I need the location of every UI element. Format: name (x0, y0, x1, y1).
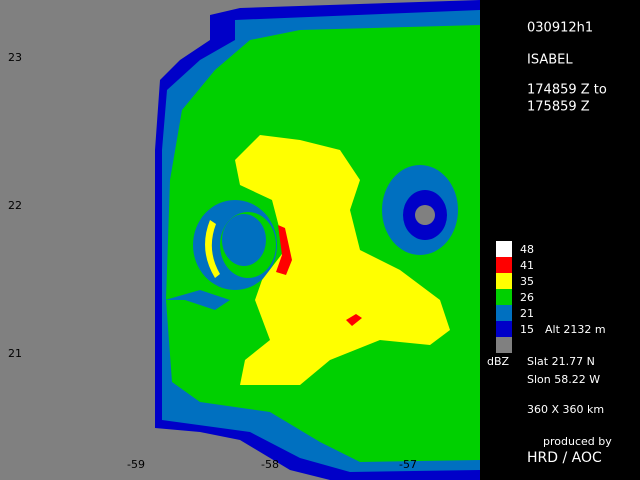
legend-label: 48 (520, 243, 534, 256)
time-from: 174859 Z to (527, 83, 607, 98)
unit: dBZ (487, 355, 510, 368)
lat-label: 22 (8, 199, 22, 212)
legend-swatch-missing (496, 337, 512, 353)
slon: Slon 58.22 W (527, 373, 600, 386)
legend-swatch (496, 321, 512, 337)
legend-swatch (496, 257, 512, 273)
file-id: 030912h1 (527, 21, 593, 36)
lon-label: -59 (127, 458, 145, 471)
legend-label: 41 (520, 259, 534, 272)
altitude: Alt 2132 m (545, 323, 606, 336)
lon-label: -57 (399, 458, 417, 471)
legend-swatch (496, 241, 512, 257)
lat-label: 21 (8, 347, 22, 360)
lon-label: -58 (261, 458, 279, 471)
legend-label: 21 (520, 307, 534, 320)
credit: HRD / AOC (527, 450, 602, 466)
legend-swatch (496, 305, 512, 321)
legend-swatch (496, 273, 512, 289)
credit-line: produced by (543, 435, 612, 448)
legend-swatch (496, 289, 512, 305)
reflectivity-field (155, 0, 480, 480)
storm-name: ISABEL (527, 53, 573, 68)
slat: Slat 21.77 N (527, 355, 595, 368)
legend-label: 26 (520, 291, 534, 304)
legend-label: 35 (520, 275, 534, 288)
lat-label: 23 (8, 51, 22, 64)
legend-label: 15 (520, 323, 534, 336)
info-panel: 030912h1 ISABEL 174859 Z to 175859 Z Alt… (487, 21, 612, 467)
axis-labels: 23 22 21 -59 -58 -57 (8, 51, 417, 471)
time-to: 175859 Z (527, 100, 590, 115)
extent: 360 X 360 km (527, 403, 604, 416)
